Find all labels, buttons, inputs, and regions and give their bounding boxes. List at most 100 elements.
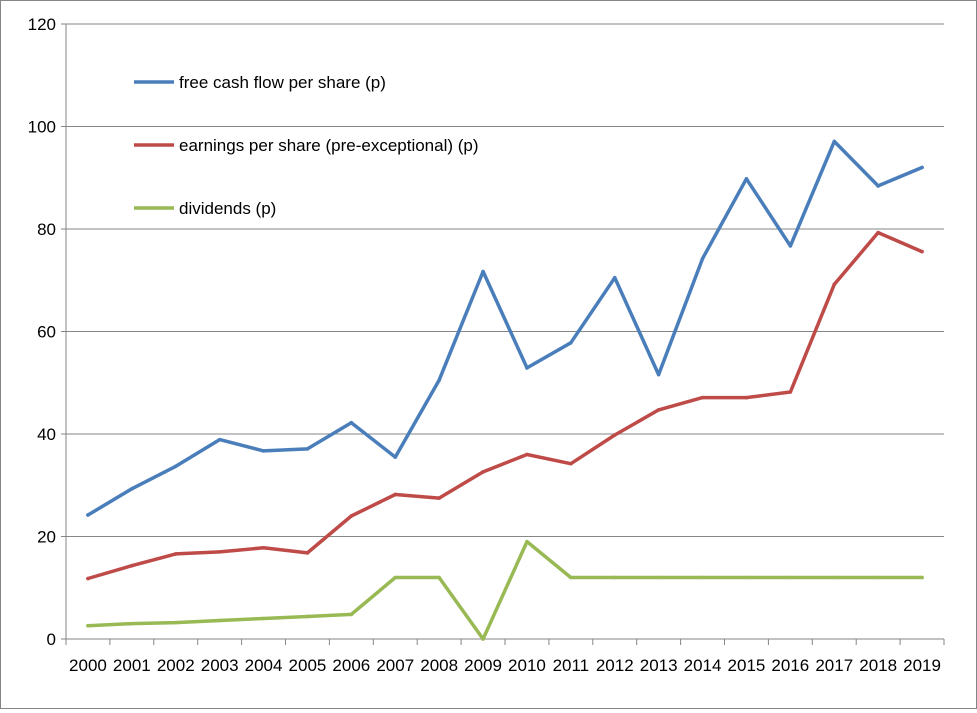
gridlines xyxy=(66,23,944,537)
data-point-s1-4 xyxy=(261,545,266,550)
y-tick-label: 80 xyxy=(37,220,56,239)
x-tick-label: 2002 xyxy=(157,656,195,675)
y-tick-label: 120 xyxy=(28,15,56,34)
axes xyxy=(61,23,945,645)
data-point-s1-3 xyxy=(217,550,222,554)
data-point-s2-14 xyxy=(700,575,705,580)
data-point-s0-16 xyxy=(788,244,793,248)
data-point-s2-19 xyxy=(920,575,924,580)
data-point-s1-8 xyxy=(437,496,441,500)
data-point-s0-2 xyxy=(173,464,178,469)
data-point-s0-6 xyxy=(349,420,354,425)
x-tick-label: 2003 xyxy=(201,656,239,675)
x-tick-label: 2001 xyxy=(113,656,151,675)
data-point-s0-4 xyxy=(261,449,266,453)
data-point-s2-13 xyxy=(656,575,661,580)
x-tick-label: 2010 xyxy=(508,656,546,675)
data-point-s0-12 xyxy=(612,275,617,280)
series-line-1 xyxy=(86,230,924,581)
data-point-s2-8 xyxy=(437,575,441,580)
data-point-s2-9 xyxy=(481,637,485,641)
x-tick-label: 2004 xyxy=(245,656,283,675)
x-tick-label: 2006 xyxy=(332,656,370,675)
x-tick-label: 2005 xyxy=(289,656,327,675)
x-tick-label: 2014 xyxy=(684,656,722,675)
data-series xyxy=(86,139,924,641)
x-tick-label: 2011 xyxy=(553,656,590,675)
data-point-s1-10 xyxy=(525,452,529,457)
data-point-s2-16 xyxy=(788,575,793,580)
data-point-s0-9 xyxy=(481,269,485,274)
data-point-s1-12 xyxy=(612,433,617,437)
x-tick-label: 2017 xyxy=(815,656,853,675)
x-tick-label: 2009 xyxy=(464,656,502,675)
data-point-s0-8 xyxy=(437,378,441,382)
data-point-s1-16 xyxy=(788,390,793,394)
data-point-s0-5 xyxy=(305,447,310,451)
data-point-s1-17 xyxy=(832,282,837,287)
y-tick-label: 0 xyxy=(47,630,56,649)
data-point-s0-1 xyxy=(130,487,134,491)
data-point-s1-14 xyxy=(700,395,705,400)
data-point-s1-19 xyxy=(920,249,924,254)
data-point-s1-0 xyxy=(86,576,90,581)
data-point-s0-19 xyxy=(920,165,924,170)
data-point-s2-2 xyxy=(173,620,178,625)
data-point-s2-4 xyxy=(261,616,266,621)
y-tick-label: 100 xyxy=(28,118,56,137)
x-tick-label: 2015 xyxy=(728,656,766,675)
data-point-s1-2 xyxy=(173,552,178,556)
data-point-s2-3 xyxy=(217,618,222,623)
data-point-s0-18 xyxy=(876,184,880,188)
data-point-s0-3 xyxy=(217,437,222,442)
data-point-s2-17 xyxy=(832,575,837,580)
y-axis-tick-labels: 0 20 40 60 80 100 120 xyxy=(28,15,56,649)
data-point-s2-5 xyxy=(305,614,310,619)
data-point-s0-11 xyxy=(569,340,573,345)
x-tick-label: 2007 xyxy=(376,656,414,675)
data-point-s1-5 xyxy=(305,551,310,555)
data-point-s1-9 xyxy=(481,470,485,474)
x-tick-label: 2008 xyxy=(420,656,458,675)
data-point-s2-11 xyxy=(569,575,573,580)
legend-label-1: earnings per share (pre-exceptional) (p) xyxy=(179,136,479,155)
x-tick-label: 2019 xyxy=(903,656,941,675)
data-point-s1-6 xyxy=(349,514,354,518)
data-point-s0-14 xyxy=(700,256,705,261)
data-point-s1-18 xyxy=(876,230,880,235)
legend-label-2: dividends (p) xyxy=(179,199,276,218)
data-point-s2-1 xyxy=(130,621,134,626)
data-point-s0-17 xyxy=(832,139,837,144)
x-tick-label: 2018 xyxy=(859,656,897,675)
data-point-s1-13 xyxy=(656,408,661,412)
x-tick-label: 2016 xyxy=(771,656,809,675)
data-point-s0-0 xyxy=(86,513,90,517)
data-point-s2-12 xyxy=(612,575,617,580)
x-tick-label: 2012 xyxy=(596,656,634,675)
x-tick-label: 2013 xyxy=(640,656,678,675)
data-point-s0-10 xyxy=(525,366,529,370)
data-point-s2-6 xyxy=(349,612,354,617)
data-point-s0-13 xyxy=(656,372,661,377)
data-point-s0-15 xyxy=(744,176,749,181)
data-point-s1-1 xyxy=(130,563,134,568)
y-tick-label: 60 xyxy=(37,323,56,342)
data-point-s2-7 xyxy=(393,575,398,580)
y-tick-label: 20 xyxy=(37,528,56,547)
data-point-s1-7 xyxy=(393,492,398,497)
data-point-s2-15 xyxy=(744,575,749,580)
data-point-s1-11 xyxy=(569,461,573,466)
data-point-s0-7 xyxy=(393,455,398,459)
data-point-s2-18 xyxy=(876,575,880,580)
x-axis-tick-labels: 2000 2001 2002 2003 2004 2005 2006 2007 2008 2009… xyxy=(69,656,941,675)
data-point-s1-15 xyxy=(744,395,749,400)
series-line-0 xyxy=(86,139,924,517)
series-line-2 xyxy=(86,539,924,641)
legend-label-0: free cash flow per share (p) xyxy=(179,73,386,92)
legend: free cash flow per share (p) earnings per… xyxy=(134,73,479,218)
data-point-s2-10 xyxy=(525,539,529,544)
x-tick-label: 2000 xyxy=(69,656,107,675)
data-point-s2-0 xyxy=(86,623,90,628)
